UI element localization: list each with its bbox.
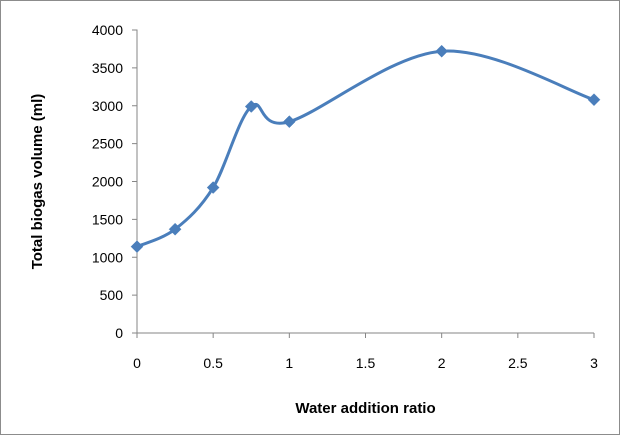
y-tick-label: 2500 bbox=[92, 136, 123, 152]
data-point-marker bbox=[435, 44, 449, 58]
y-tick-label: 1500 bbox=[92, 211, 123, 227]
x-axis-ticks: 0 0.5 1 1.5 2 2.5 3 bbox=[133, 333, 598, 371]
data-markers bbox=[130, 44, 601, 253]
y-axis-ticks: 0 500 1000 1500 2000 2500 3000 3500 4000 bbox=[92, 22, 137, 341]
data-point-marker bbox=[244, 100, 258, 113]
y-tick-label: 3500 bbox=[92, 60, 123, 76]
data-point-marker bbox=[587, 93, 601, 107]
x-tick-label: 1 bbox=[285, 355, 293, 371]
y-tick-label: 1000 bbox=[92, 249, 123, 265]
y-tick-label: 3000 bbox=[92, 98, 123, 114]
x-tick-label: 3 bbox=[590, 355, 598, 371]
data-point-marker bbox=[168, 222, 182, 236]
data-point-marker bbox=[130, 240, 144, 253]
x-tick-label: 1.5 bbox=[356, 355, 376, 371]
data-point-marker bbox=[206, 181, 220, 194]
x-tick-label: 2 bbox=[438, 355, 446, 371]
x-tick-label: 2.5 bbox=[508, 355, 528, 371]
y-axis-title: Total biogas volume (ml) bbox=[29, 94, 46, 270]
y-tick-label: 0 bbox=[115, 325, 123, 341]
series-line bbox=[136, 49, 595, 249]
data-point-marker bbox=[282, 115, 296, 129]
y-tick-label: 4000 bbox=[92, 22, 123, 38]
y-tick-label: 500 bbox=[100, 287, 124, 303]
x-axis-title: Water addition ratio bbox=[295, 400, 435, 417]
y-tick-label: 2000 bbox=[92, 174, 123, 190]
x-tick-label: 0 bbox=[133, 355, 141, 371]
x-tick-label: 0.5 bbox=[203, 355, 223, 371]
